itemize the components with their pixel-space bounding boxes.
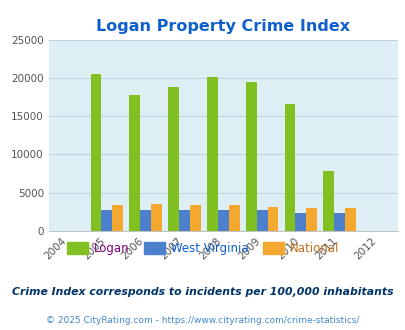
Legend: Logan, West Virginia, National: Logan, West Virginia, National bbox=[62, 237, 343, 260]
Bar bbox=[190, 205, 200, 231]
Bar bbox=[101, 210, 112, 231]
Bar bbox=[284, 104, 295, 231]
Bar bbox=[112, 205, 123, 231]
Bar bbox=[228, 205, 239, 231]
Bar bbox=[151, 204, 162, 231]
Bar bbox=[168, 87, 179, 231]
Bar bbox=[267, 207, 278, 231]
Bar bbox=[245, 82, 256, 231]
Bar bbox=[129, 95, 140, 231]
Bar bbox=[179, 210, 190, 231]
Text: © 2025 CityRating.com - https://www.cityrating.com/crime-statistics/: © 2025 CityRating.com - https://www.city… bbox=[46, 315, 359, 325]
Bar bbox=[217, 210, 228, 231]
Bar bbox=[333, 214, 344, 231]
Bar bbox=[295, 214, 305, 231]
Title: Logan Property Crime Index: Logan Property Crime Index bbox=[96, 19, 350, 34]
Bar bbox=[344, 208, 355, 231]
Bar bbox=[323, 171, 333, 231]
Text: Crime Index corresponds to incidents per 100,000 inhabitants: Crime Index corresponds to incidents per… bbox=[12, 287, 393, 297]
Bar bbox=[305, 208, 316, 231]
Bar bbox=[140, 210, 151, 231]
Bar bbox=[207, 77, 217, 231]
Bar bbox=[90, 74, 101, 231]
Bar bbox=[256, 210, 267, 231]
